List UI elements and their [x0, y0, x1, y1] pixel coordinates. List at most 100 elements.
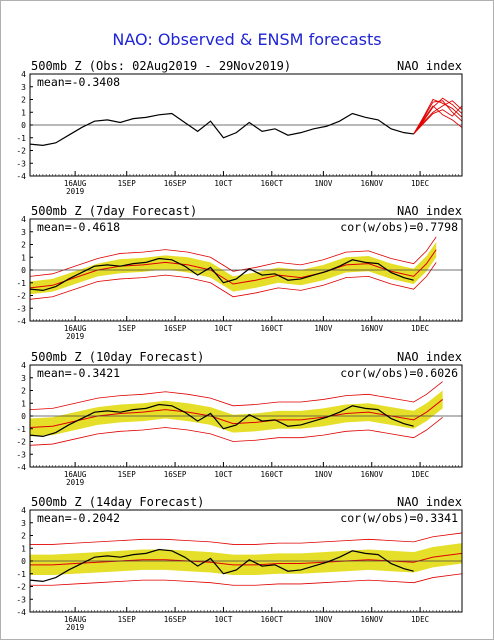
y-tick-label: 4 — [21, 506, 26, 515]
y-tick-label: 0 — [21, 266, 26, 275]
x-tick-label: 10CT — [214, 615, 233, 624]
x-tick-label: 16NOV — [360, 615, 383, 624]
y-tick-label: -1 — [16, 570, 26, 579]
x-tick-label: 16NOV — [360, 179, 383, 188]
panel-title: 500mb Z (Obs: 02Aug2019 - 29Nov2019) — [31, 59, 291, 73]
y-tick-label: 3 — [21, 519, 26, 528]
y-tick-label: -2 — [16, 438, 26, 447]
y-tick-label: 1 — [21, 399, 26, 408]
chart-panel-4: 500mb Z (14day Forecast) NAO index mean=-0… — [16, 495, 463, 632]
y-tick-label: -4 — [16, 608, 26, 617]
panel-index-label: NAO index — [397, 350, 462, 364]
member-spread-upper — [29, 381, 443, 411]
x-tick-label: 16SEP — [164, 470, 187, 479]
forecast-member-line — [413, 100, 463, 135]
x-tick-label: 16SEP — [164, 615, 187, 624]
x-tick-label: 1DEC — [411, 179, 429, 188]
year-label: 2019 — [66, 332, 84, 341]
member-spread-upper — [29, 236, 437, 277]
observed-line — [29, 548, 414, 583]
x-tick-label: 1SEP — [118, 324, 137, 333]
mean-label: mean=-0.3408 — [37, 75, 120, 89]
figure-title: NAO: Observed & ENSM forecasts — [112, 30, 382, 49]
x-tick-label: 16NOV — [360, 324, 383, 333]
panel-index-label: NAO index — [397, 495, 462, 509]
y-tick-label: 2 — [21, 387, 26, 396]
x-tick-label: 160CT — [261, 470, 284, 479]
x-tick-label: 1SEP — [118, 615, 137, 624]
panel-title: 500mb Z (14day Forecast) — [31, 495, 204, 509]
y-tick-label: -4 — [16, 463, 26, 472]
mean-label: mean=-0.3421 — [37, 366, 120, 380]
observed-line — [29, 257, 414, 292]
x-tick-label: 160CT — [261, 615, 284, 624]
forecast-member-line — [413, 100, 463, 135]
x-tick-label: 1NOV — [314, 179, 333, 188]
y-tick-label: -2 — [16, 147, 26, 156]
x-tick-label: 1SEP — [118, 470, 137, 479]
correlation-label: cor(w/obs)=0.3341 — [340, 511, 458, 525]
spread-band — [30, 543, 462, 576]
y-tick-label: 0 — [21, 121, 26, 130]
x-tick-label: 16SEP — [164, 324, 187, 333]
year-label: 2019 — [66, 623, 84, 632]
panel-index-label: NAO index — [397, 59, 462, 73]
x-tick-label: 1NOV — [314, 324, 333, 333]
y-tick-label: 0 — [21, 412, 26, 421]
x-tick-label: 10CT — [214, 470, 233, 479]
y-tick-label: 2 — [21, 241, 26, 250]
x-tick-label: 16NOV — [360, 470, 383, 479]
member-spread-lower — [29, 416, 443, 446]
panel-title: 500mb Z (10day Forecast) — [31, 350, 204, 364]
y-tick-label: 1 — [21, 108, 26, 117]
x-tick-label: 1DEC — [411, 615, 429, 624]
y-tick-label: 1 — [21, 544, 26, 553]
y-tick-label: -1 — [16, 279, 26, 288]
x-tick-label: 16AUG — [64, 470, 87, 479]
y-tick-label: -4 — [16, 317, 26, 326]
observed-line — [29, 112, 414, 147]
chart-panel-2: 500mb Z (7day Forecast) NAO index mean=-0.… — [16, 204, 463, 341]
mean-label: mean=-0.4618 — [37, 220, 120, 234]
x-tick-label: 1DEC — [411, 324, 429, 333]
forecast-member-line — [413, 105, 463, 135]
y-tick-label: 4 — [21, 70, 26, 79]
y-tick-label: 3 — [21, 228, 26, 237]
y-tick-label: -3 — [16, 304, 26, 313]
mean-label: mean=-0.2042 — [37, 511, 120, 525]
y-tick-label: -3 — [16, 595, 26, 604]
x-tick-label: 1SEP — [118, 179, 137, 188]
forecast-member-line — [413, 98, 463, 135]
spread-band — [30, 390, 443, 437]
forecast-member-line — [413, 105, 463, 135]
y-tick-label: -1 — [16, 134, 26, 143]
y-tick-label: 4 — [21, 215, 26, 224]
x-tick-label: 16AUG — [64, 615, 87, 624]
forecast-member-line — [413, 97, 463, 135]
y-tick-label: 2 — [21, 96, 26, 105]
x-tick-label: 16AUG — [64, 324, 87, 333]
observed-line — [29, 403, 414, 438]
panel-title: 500mb Z (7day Forecast) — [31, 204, 197, 218]
y-tick-label: 2 — [21, 532, 26, 541]
chart-panel-3: 500mb Z (10day Forecast) NAO index mean=-0… — [16, 350, 463, 487]
x-tick-label: 1NOV — [314, 470, 333, 479]
y-tick-label: 0 — [21, 557, 26, 566]
member-spread-lower — [29, 262, 437, 300]
y-tick-label: -2 — [16, 583, 26, 592]
y-tick-label: -3 — [16, 450, 26, 459]
year-label: 2019 — [66, 187, 84, 196]
x-tick-label: 1NOV — [314, 615, 333, 624]
y-tick-label: 4 — [21, 361, 26, 370]
y-tick-label: 3 — [21, 374, 26, 383]
member-spread-lower — [30, 573, 463, 586]
member-spread-upper — [30, 532, 463, 545]
y-tick-label: -4 — [16, 172, 26, 181]
y-tick-label: 1 — [21, 253, 26, 262]
x-tick-label: 16AUG — [64, 179, 87, 188]
y-tick-label: -1 — [16, 425, 26, 434]
x-tick-label: 10CT — [214, 179, 233, 188]
y-tick-label: -2 — [16, 292, 26, 301]
x-tick-label: 1DEC — [411, 470, 429, 479]
